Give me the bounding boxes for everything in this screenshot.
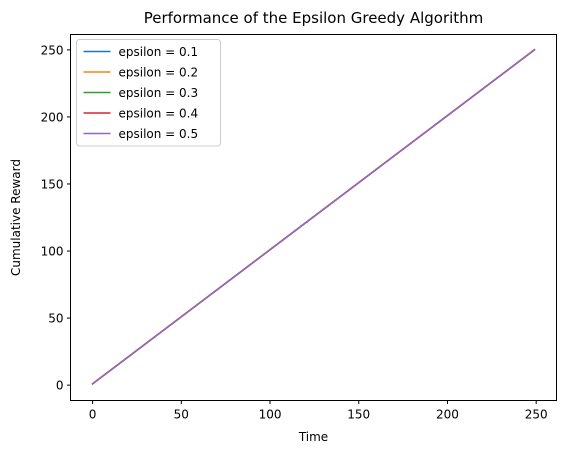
plot-frame [70, 34, 557, 401]
y-tick-label: 200 [41, 110, 64, 124]
chart-title: Performance of the Epsilon Greedy Algori… [144, 9, 484, 27]
x-tick-label: 50 [174, 408, 189, 422]
x-tick-label: 250 [525, 408, 548, 422]
legend: epsilon = 0.1 epsilon = 0.2 epsilon = 0.3 e… [76, 39, 221, 147]
series-line-5 [91, 48, 536, 385]
y-tick-label: 50 [48, 312, 63, 326]
y-axis-ticks: 0 50 100 150 200 250 [41, 43, 71, 393]
x-axis-label: Time [298, 430, 328, 444]
legend-label: epsilon = 0.2 [119, 66, 199, 80]
x-axis-ticks: 0 50 100 150 200 250 [89, 400, 548, 422]
y-tick-label: 250 [41, 43, 64, 57]
y-tick-label: 150 [41, 177, 64, 191]
x-tick-label: 100 [259, 408, 282, 422]
legend-label: epsilon = 0.4 [119, 107, 199, 121]
x-tick-label: 200 [436, 408, 459, 422]
legend-label: epsilon = 0.3 [119, 86, 199, 100]
legend-box [76, 39, 221, 147]
y-axis-label: Cumulative Reward [9, 159, 23, 276]
x-tick-label: 0 [89, 408, 97, 422]
y-tick-label: 0 [56, 379, 64, 393]
legend-label: epsilon = 0.5 [119, 127, 199, 141]
series-layer [91, 48, 536, 385]
y-tick-label: 100 [41, 245, 64, 259]
legend-label: epsilon = 0.1 [119, 45, 199, 59]
x-tick-label: 150 [347, 408, 370, 422]
